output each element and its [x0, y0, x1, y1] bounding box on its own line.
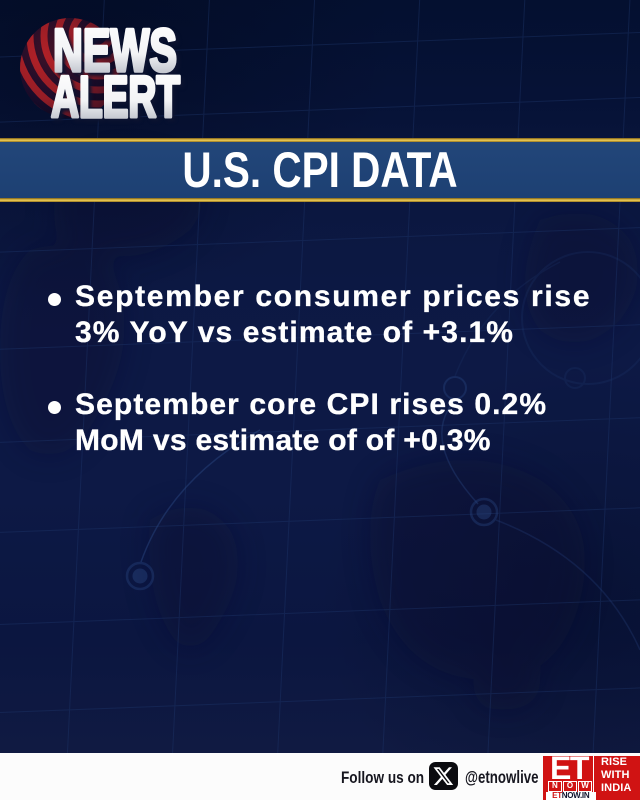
svg-text:ALERT: ALERT: [51, 65, 180, 130]
svg-text:NEWS: NEWS: [53, 17, 177, 84]
